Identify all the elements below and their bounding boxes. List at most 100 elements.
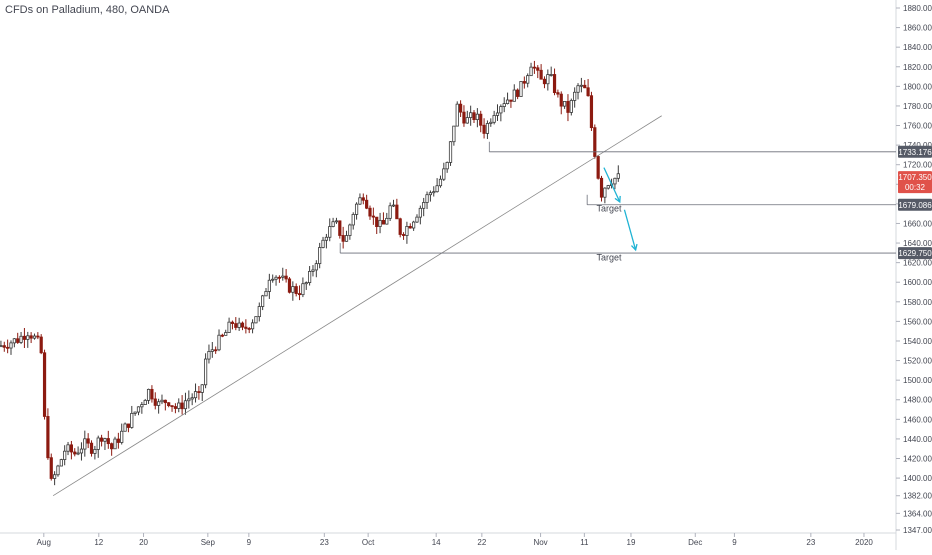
- arrow-shaft: [623, 209, 637, 251]
- candle-body: [126, 423, 131, 428]
- candle-body: [46, 416, 50, 459]
- candle-body: [351, 214, 355, 226]
- candle-body: [153, 398, 157, 406]
- y-tick-label: 1364.000: [903, 509, 932, 518]
- candle-body: [475, 113, 479, 121]
- candle-body: [294, 286, 298, 294]
- trendline: [52, 115, 662, 497]
- y-tick-label: 1580.000: [903, 298, 932, 307]
- candle-body: [207, 351, 211, 360]
- candle-body: [16, 338, 20, 343]
- arrow-head: [614, 195, 621, 204]
- candle-body: [96, 437, 100, 450]
- candle-body: [136, 406, 141, 413]
- x-tick-label: 2020: [855, 538, 873, 547]
- x-tick-label: 20: [139, 538, 148, 547]
- candle-body: [505, 99, 510, 105]
- candle-body: [479, 113, 483, 126]
- candle-body: [613, 177, 617, 185]
- candle-body: [187, 398, 191, 402]
- candle-body: [167, 402, 171, 407]
- candle-body: [297, 293, 302, 296]
- candle-body: [271, 278, 275, 281]
- candle-body: [428, 192, 432, 196]
- y-tick-label: 1740.000: [903, 141, 932, 150]
- candle-body: [116, 438, 120, 443]
- y-tick-label: 1560.000: [903, 317, 932, 326]
- y-tick-label: 1480.000: [903, 396, 932, 405]
- y-tick-label: 1840.000: [903, 43, 932, 52]
- y-tick-label: 1420.000: [903, 455, 932, 464]
- candle-body: [573, 91, 577, 101]
- candle-body: [365, 199, 369, 209]
- candle-body: [563, 101, 567, 107]
- candle-body: [26, 335, 30, 340]
- candle-body: [59, 459, 63, 467]
- candle-body: [130, 412, 134, 428]
- candle-body: [190, 397, 194, 400]
- candle-body: [358, 197, 362, 205]
- target-annotation: Target: [596, 204, 622, 214]
- candle-body: [214, 349, 218, 352]
- candle-body: [455, 103, 459, 127]
- candle-body: [398, 218, 402, 235]
- candle-body: [66, 444, 70, 452]
- y-tick-label: 1820.000: [903, 63, 932, 72]
- candle-body: [375, 216, 379, 227]
- candle-body: [19, 335, 23, 343]
- y-tick-label: 1760.000: [903, 122, 932, 131]
- candle-body: [53, 474, 57, 479]
- candle-body: [113, 438, 117, 450]
- candle-body: [432, 191, 436, 194]
- candle-body: [217, 334, 221, 351]
- candle-body: [445, 162, 449, 170]
- candle-body: [29, 335, 33, 339]
- y-tick-label: 1660.000: [903, 219, 932, 228]
- candle-body: [499, 106, 503, 114]
- x-tick-label: 19: [627, 538, 636, 547]
- candle-body: [519, 81, 523, 97]
- candle-body: [99, 437, 104, 442]
- candle-body: [378, 219, 382, 227]
- candle-body: [220, 334, 224, 337]
- candle-body: [56, 465, 60, 476]
- candle-body: [401, 234, 406, 236]
- candle-body: [261, 295, 265, 307]
- candle-body: [579, 84, 583, 87]
- current-price-bg: [898, 171, 932, 194]
- candle-body: [237, 322, 241, 328]
- candle-body: [462, 111, 466, 124]
- candle-body: [79, 448, 84, 454]
- candle-body: [348, 224, 352, 236]
- candle-body: [586, 87, 590, 97]
- candle-body: [492, 115, 496, 123]
- y-tick-label: 1860.000: [903, 24, 932, 33]
- candle-body: [418, 207, 422, 218]
- candle-body: [334, 220, 339, 223]
- y-tick-label: 1720.000: [903, 161, 932, 170]
- candle-body: [170, 405, 174, 408]
- candle-body: [559, 93, 563, 107]
- candle-body: [73, 451, 77, 455]
- candle-body: [244, 326, 248, 329]
- candle-body: [552, 74, 557, 94]
- candle-body: [569, 100, 573, 113]
- candle-body: [328, 226, 332, 238]
- candle-body: [146, 388, 151, 401]
- candle-body: [536, 67, 540, 71]
- y-tick-label: 1640.000: [903, 239, 932, 248]
- candle-body: [566, 101, 570, 113]
- candle-body: [314, 263, 318, 271]
- candle-body: [250, 322, 255, 330]
- candle-body: [318, 247, 322, 265]
- x-tick-label: 23: [320, 538, 329, 547]
- y-tick-label: 1600.000: [903, 278, 932, 287]
- y-tick-label: 1400.000: [903, 474, 932, 483]
- candle-body: [485, 123, 490, 134]
- x-tick-label: Nov: [533, 538, 547, 547]
- candle-body: [556, 92, 560, 95]
- candle-body: [69, 444, 73, 453]
- candle-body: [452, 125, 456, 143]
